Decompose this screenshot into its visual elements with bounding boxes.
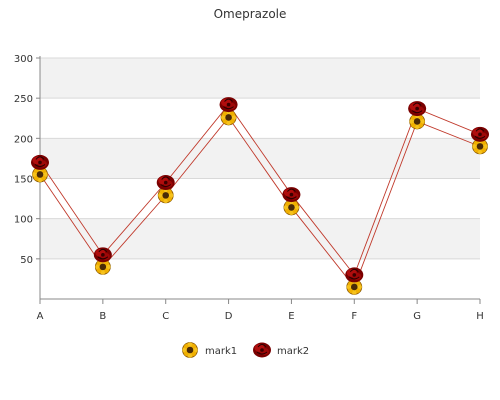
x-axis-tick-labels: A B C D E F G H: [37, 311, 484, 322]
rose-marker-G: [407, 100, 427, 117]
x-tick-label: H: [476, 311, 484, 322]
gridlines: [40, 57, 480, 260]
series-lines: [39, 103, 481, 288]
y-tick-label: 300: [14, 54, 33, 65]
rose-marker-E: [281, 186, 301, 203]
sunflower-marker-D: [220, 109, 237, 126]
legend: mark1 mark2: [181, 341, 309, 359]
y-tick-label: 100: [14, 215, 33, 226]
background-band: [40, 138, 480, 179]
x-tick-label: A: [37, 311, 44, 322]
sunflower-marker-E: [283, 199, 300, 216]
y-tick-label: 50: [20, 255, 33, 266]
background-band: [40, 218, 480, 259]
rose-marker-H: [470, 126, 490, 143]
chart-title: Omeprazole: [214, 7, 287, 21]
x-tick-label: G: [413, 311, 421, 322]
series-line-mark1: [39, 116, 481, 288]
x-tick-label: C: [162, 311, 169, 322]
y-tick-label: 150: [14, 175, 33, 186]
red-rose-icon: [252, 342, 272, 358]
background-band: [40, 58, 480, 99]
y-axis-tick-labels: 50 100 150 200 250 300: [14, 54, 33, 266]
sunflower-marker-G: [409, 113, 426, 130]
y-tick-label: 200: [14, 134, 33, 145]
sunflower-marker-C: [157, 187, 174, 204]
sunflower-icon: [181, 341, 199, 359]
rose-marker-C: [156, 174, 176, 191]
data-markers: [30, 96, 490, 296]
x-tick-label: E: [288, 311, 294, 322]
x-tick-label: F: [351, 311, 357, 322]
rose-marker-F: [344, 266, 364, 283]
x-tick-label: B: [99, 311, 106, 322]
y-tick-label: 250: [14, 94, 33, 105]
plot-background-bands: [40, 58, 480, 259]
rose-marker-B: [93, 246, 113, 263]
x-tick-label: D: [225, 311, 233, 322]
rose-marker-D: [219, 96, 239, 113]
rose-marker-A: [30, 154, 50, 171]
series-line-mark2: [39, 103, 481, 276]
legend-label-mark2: mark2: [277, 346, 309, 357]
legend-label-mark1: mark1: [205, 346, 237, 357]
